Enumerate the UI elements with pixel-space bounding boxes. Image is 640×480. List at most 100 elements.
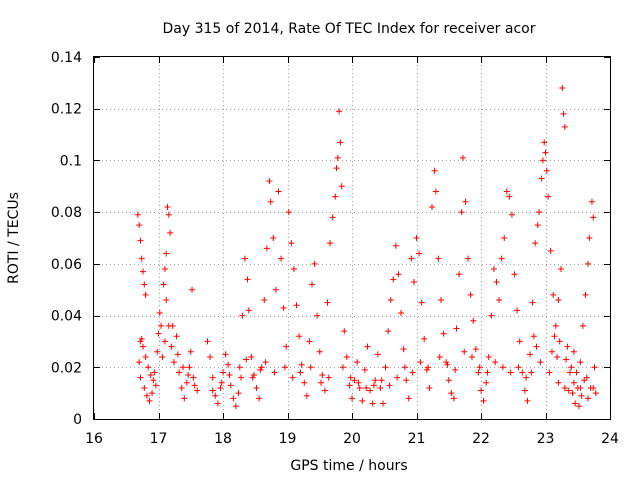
- data-point: [174, 351, 181, 358]
- data-point: [561, 384, 568, 391]
- data-point: [409, 369, 416, 376]
- data-point: [413, 235, 420, 241]
- data-point: [238, 374, 245, 381]
- data-point: [146, 397, 153, 404]
- data-point: [283, 343, 290, 350]
- data-point: [585, 395, 592, 402]
- data-point: [438, 297, 445, 304]
- data-point: [537, 359, 544, 366]
- data-point: [212, 392, 219, 399]
- data-point: [263, 245, 270, 252]
- data-point: [515, 364, 522, 371]
- data-point: [390, 276, 397, 283]
- data-point: [564, 343, 571, 350]
- data-point: [493, 278, 500, 285]
- data-point: [400, 346, 407, 353]
- data-point: [470, 317, 477, 324]
- data-point: [303, 392, 310, 399]
- data-point: [298, 361, 305, 368]
- data-point: [514, 307, 521, 314]
- data-point: [156, 309, 163, 316]
- data-point: [576, 403, 583, 410]
- data-point: [395, 271, 402, 278]
- data-point: [194, 387, 201, 394]
- data-point: [435, 255, 442, 262]
- chart-title: Day 315 of 2014, Rate Of TEC Index for r…: [163, 21, 536, 37]
- data-point: [565, 387, 572, 394]
- data-point: [432, 188, 439, 195]
- data-point: [147, 372, 154, 379]
- data-point: [337, 139, 344, 146]
- data-point: [443, 359, 450, 366]
- data-point: [377, 384, 384, 391]
- data-point: [492, 359, 499, 366]
- data-point: [554, 353, 561, 360]
- data-point: [134, 211, 141, 218]
- data-point: [161, 266, 168, 273]
- data-point: [501, 235, 508, 241]
- data-point: [519, 369, 526, 376]
- data-point: [173, 333, 180, 340]
- data-point: [159, 353, 166, 360]
- data-point: [190, 374, 197, 381]
- data-point: [258, 364, 265, 371]
- data-point: [183, 379, 190, 386]
- y-tick-label: 0.12: [51, 102, 82, 118]
- y-tick-label: 0.02: [51, 360, 82, 376]
- data-point: [421, 335, 428, 342]
- data-point: [490, 266, 497, 273]
- data-point: [516, 338, 523, 345]
- data-point: [275, 188, 282, 195]
- data-point: [347, 374, 354, 381]
- data-point: [301, 379, 308, 386]
- data-point: [547, 247, 554, 254]
- data-point: [436, 353, 443, 360]
- data-point: [459, 154, 466, 161]
- data-point: [333, 165, 340, 172]
- data-point: [361, 366, 368, 373]
- data-point: [235, 390, 242, 397]
- data-point: [588, 198, 595, 205]
- data-point: [538, 175, 545, 182]
- data-point: [137, 374, 144, 381]
- data-point: [191, 382, 198, 389]
- data-point: [394, 374, 401, 381]
- data-point: [141, 384, 148, 391]
- data-point: [225, 361, 232, 368]
- data-point: [523, 374, 530, 381]
- data-point: [145, 364, 152, 371]
- data-point: [484, 369, 491, 376]
- data-point: [506, 193, 513, 200]
- data-point: [569, 390, 576, 397]
- data-point: [293, 302, 300, 309]
- data-point: [578, 392, 585, 399]
- data-point: [539, 157, 546, 164]
- data-point: [552, 322, 559, 329]
- data-point: [138, 255, 145, 262]
- data-point: [511, 271, 518, 278]
- data-point: [278, 255, 285, 262]
- data-point: [178, 384, 185, 391]
- data-point: [445, 377, 452, 384]
- data-point: [382, 364, 389, 371]
- data-point: [334, 154, 341, 161]
- data-point: [243, 356, 250, 363]
- data-point: [149, 390, 156, 397]
- data-point: [560, 110, 567, 117]
- data-point: [170, 359, 177, 366]
- data-point: [285, 209, 292, 216]
- data-point: [339, 364, 346, 371]
- data-point: [555, 379, 562, 386]
- data-point: [557, 266, 564, 273]
- data-point: [163, 297, 170, 304]
- data-point: [385, 328, 392, 335]
- data-point: [270, 235, 277, 241]
- plot-frame: [93, 56, 611, 420]
- data-point: [521, 387, 528, 394]
- data-point: [136, 359, 143, 366]
- data-point: [341, 328, 348, 335]
- data-point: [591, 364, 598, 371]
- data-point: [169, 322, 176, 329]
- data-point: [142, 353, 149, 360]
- y-tick-label: 0.06: [51, 257, 82, 273]
